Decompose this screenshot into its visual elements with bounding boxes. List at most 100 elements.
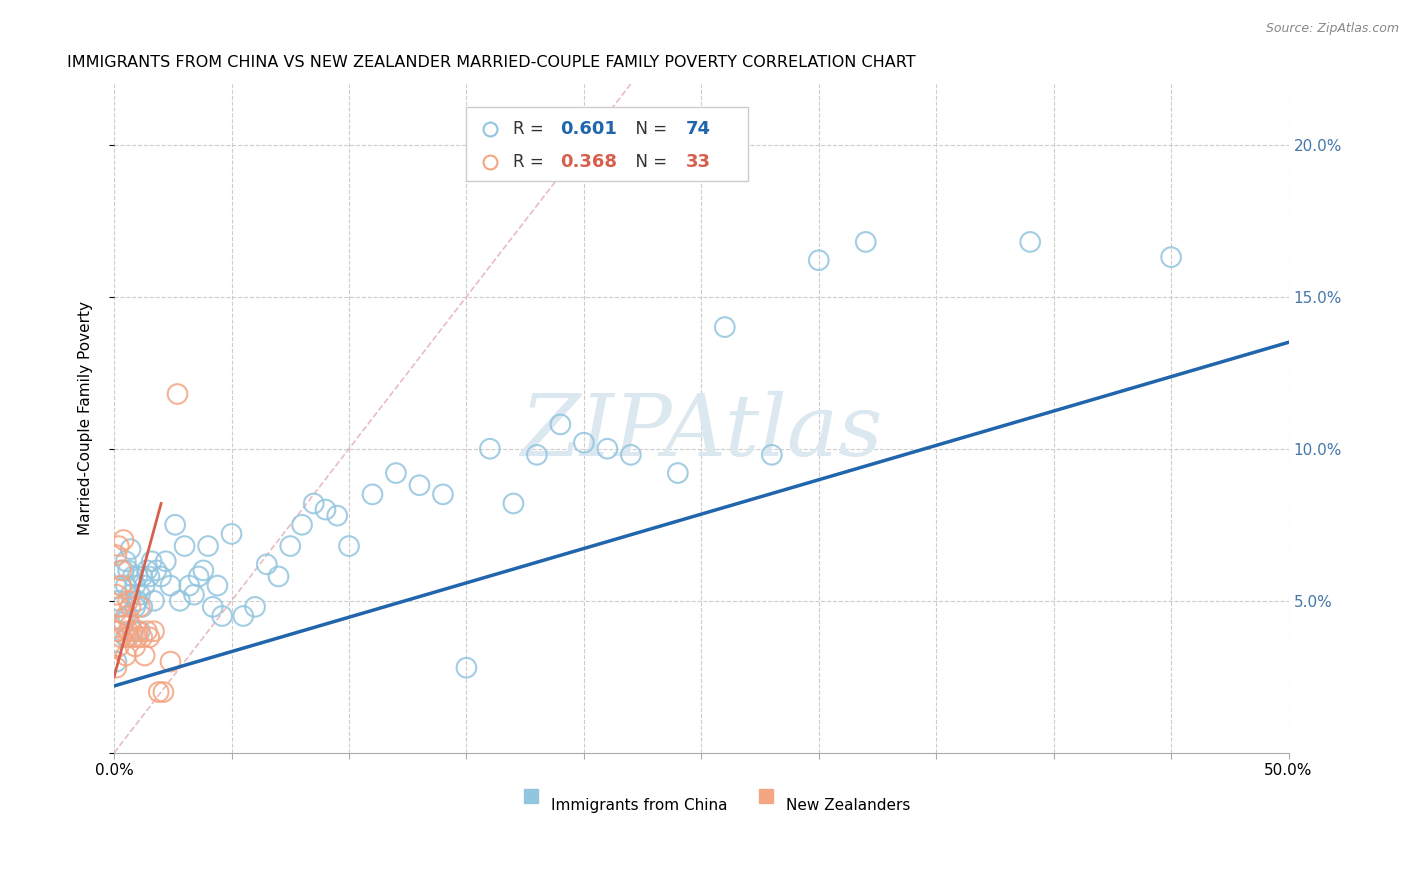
Point: [105, 548, 128, 562]
Point: [124, 640, 146, 654]
Point: [596, 442, 619, 456]
Point: [115, 648, 138, 663]
Point: [134, 578, 156, 592]
Point: [127, 624, 149, 639]
Point: [315, 502, 337, 516]
Point: [107, 594, 129, 608]
Point: [141, 554, 163, 568]
Point: [169, 594, 191, 608]
Text: 0.368: 0.368: [561, 153, 617, 171]
Point: [122, 624, 145, 639]
Point: [115, 554, 138, 568]
Point: [1019, 235, 1042, 249]
Y-axis label: Married-Couple Family Poverty: Married-Couple Family Poverty: [79, 301, 93, 535]
Text: New Zealanders: New Zealanders: [786, 798, 910, 814]
Point: [187, 569, 209, 583]
Text: 74: 74: [686, 120, 711, 137]
Point: [127, 630, 149, 644]
Point: [150, 569, 173, 583]
Point: [666, 466, 689, 480]
Point: [129, 599, 152, 614]
Point: [129, 588, 152, 602]
Point: [112, 618, 135, 632]
Point: [526, 448, 548, 462]
Point: [115, 609, 138, 624]
Point: [122, 630, 145, 644]
Point: [136, 624, 159, 639]
Text: N =: N =: [626, 153, 672, 171]
Point: [117, 609, 139, 624]
Point: [148, 685, 170, 699]
Point: [129, 624, 152, 639]
Point: [211, 609, 233, 624]
Point: [131, 630, 153, 644]
Point: [110, 578, 132, 592]
Point: [138, 630, 160, 644]
Point: [165, 517, 187, 532]
Point: [159, 578, 181, 592]
Point: [855, 235, 877, 249]
Text: R =: R =: [513, 153, 550, 171]
Point: [432, 487, 454, 501]
Point: [105, 661, 128, 675]
Point: [197, 539, 219, 553]
Point: [124, 599, 146, 614]
Text: Immigrants from China: Immigrants from China: [551, 798, 727, 814]
Point: [456, 661, 478, 675]
Point: [620, 448, 643, 462]
Point: [107, 624, 129, 639]
Point: [256, 558, 278, 572]
Point: [115, 630, 138, 644]
Point: [127, 594, 149, 608]
Point: [145, 563, 167, 577]
Point: [120, 618, 142, 632]
Point: [120, 599, 142, 614]
Point: [326, 508, 349, 523]
Point: [166, 387, 188, 401]
Text: N =: N =: [626, 120, 672, 137]
Point: [107, 640, 129, 654]
Point: [408, 478, 430, 492]
Point: [572, 435, 595, 450]
Point: [112, 615, 135, 629]
Point: [502, 496, 524, 510]
Point: [127, 569, 149, 583]
Point: [278, 539, 301, 553]
Point: [115, 578, 138, 592]
Point: [302, 496, 325, 510]
Point: [143, 624, 166, 639]
Point: [131, 569, 153, 583]
Point: [136, 563, 159, 577]
Point: [120, 542, 142, 557]
Point: [1160, 250, 1182, 264]
Point: [337, 539, 360, 553]
Point: [152, 685, 174, 699]
FancyBboxPatch shape: [467, 107, 748, 181]
Point: [105, 655, 128, 669]
Point: [120, 588, 142, 602]
Point: [107, 599, 129, 614]
Text: IMMIGRANTS FROM CHINA VS NEW ZEALANDER MARRIED-COUPLE FAMILY POVERTY CORRELATION: IMMIGRANTS FROM CHINA VS NEW ZEALANDER M…: [67, 55, 915, 70]
Point: [243, 599, 266, 614]
Text: Source: ZipAtlas.com: Source: ZipAtlas.com: [1265, 22, 1399, 36]
Point: [107, 539, 129, 553]
Point: [155, 554, 177, 568]
Point: [173, 539, 195, 553]
Point: [110, 599, 132, 614]
Point: [117, 630, 139, 644]
Point: [807, 253, 830, 268]
Point: [714, 320, 737, 334]
Point: [131, 599, 153, 614]
Point: [193, 563, 215, 577]
Point: [117, 624, 139, 639]
Point: [110, 563, 132, 577]
Point: [385, 466, 408, 480]
Point: [159, 655, 181, 669]
Point: [201, 599, 224, 614]
Point: [221, 527, 243, 541]
Point: [207, 578, 229, 592]
Point: [232, 609, 254, 624]
Point: [110, 578, 132, 592]
Point: [478, 442, 501, 456]
Point: [110, 630, 132, 644]
